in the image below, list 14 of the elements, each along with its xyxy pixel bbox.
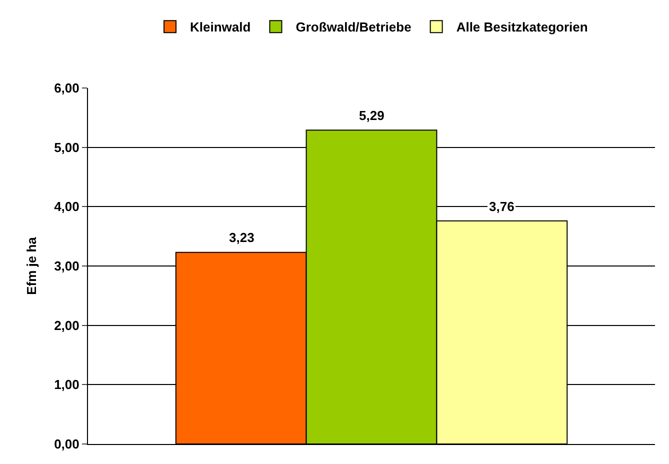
data-label: 3,23: [229, 230, 254, 245]
y-tick-label: 4,00: [54, 199, 80, 214]
legend-label: Alle Besitzkategorien: [456, 20, 588, 35]
y-tick-label: 5,00: [54, 140, 80, 155]
y-axis-title: Efm je ha: [24, 236, 40, 295]
y-tick-label: 0,00: [54, 436, 80, 452]
y-tick-label: 6,00: [54, 80, 80, 96]
y-tick-label: 2,00: [54, 318, 80, 333]
y-tick-label: 3,00: [54, 258, 80, 274]
y-tick-label: 1,00: [54, 377, 80, 392]
legend-label: Kleinwald: [190, 20, 251, 35]
data-label: 5,29: [359, 108, 384, 123]
legend-label: Großwald/Betriebe: [296, 20, 412, 35]
data-label: 3,76: [489, 199, 514, 214]
